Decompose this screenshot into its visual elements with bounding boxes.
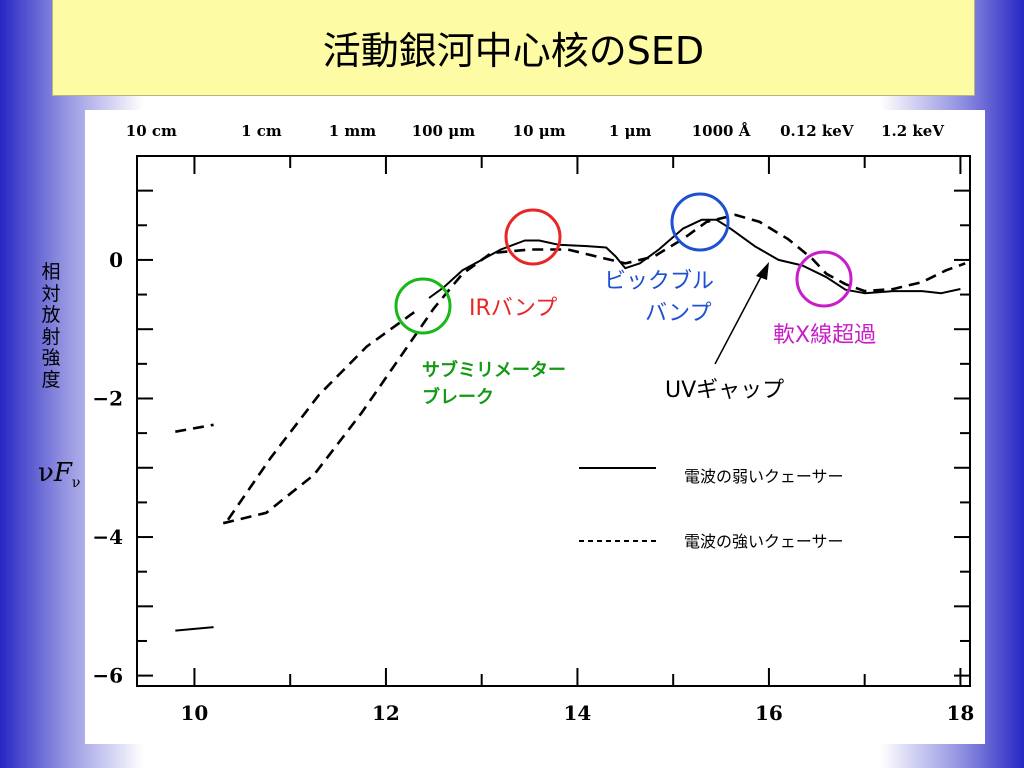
y-tick-label: −2 [92,386,123,410]
x-tick-label: 16 [755,701,783,725]
axes-layer: 10 12 14 16 18 0 −2 −4 −6 10 cm 1 cm 1 mm 100 μm 10 μ… [92,122,974,725]
submm-break-circle [394,277,452,335]
uv-gap-label: UVギャップ [665,378,784,403]
soft-xray-excess-label: 軟X線超過 [773,323,876,348]
series-layer [175,213,966,632]
top-axis-label: 10 cm [126,122,177,140]
plot-frame [136,155,971,687]
top-axis-label: 1 mm [329,122,377,140]
y-tick-label: −4 [92,525,123,549]
y-axis-symbol-subscript: ν [71,475,81,492]
radio-loud-quasar-line-2 [222,213,966,525]
legend-solid-label: 電波の弱いクェーサー [684,467,844,486]
legend-dashed-label: 電波の強いクェーサー [684,532,844,551]
x-tick-label: 18 [947,701,975,725]
radio-quiet-quasar-line-0 [175,626,214,632]
radio-quiet-quasar-line-1 [428,218,961,299]
top-axis-label: 100 μm [412,122,476,140]
submm-break-label-1: サブミリメーター [422,359,566,381]
radio-loud-quasar-line-1 [226,307,421,521]
y-axis-symbol-f: F [53,458,72,488]
y-axis-label-japanese: 相対放射強度 [41,261,61,391]
big-blue-bump-label-1: ビックブル [604,269,714,294]
ir-bump-circle [504,208,562,266]
top-axis-label: 0.12 keV [780,122,854,140]
soft-xray-excess-circle [795,250,853,308]
sed-chart: 10 12 14 16 18 0 −2 −4 −6 10 cm 1 cm 1 mm 100 μm 10 μ… [92,122,974,725]
uv-gap-arrow-line [714,272,764,365]
slide-title: 活動銀河中心核のSED [52,0,975,96]
y-axis-label-symbol: νFν [38,458,80,491]
big-blue-bump-circle [670,192,730,252]
top-axis-label: 1 μm [609,122,652,140]
annotations-layer: サブミリメーター ブレーク IRバンプ ビックブル バンプ 軟X線超過 UVギャ… [394,192,876,551]
ir-bump-label: IRバンプ [469,296,557,321]
top-axis-label: 1000 Å [692,122,751,140]
top-axis-label: 1.2 keV [881,122,944,140]
chart-panel: 10 12 14 16 18 0 −2 −4 −6 10 cm 1 cm 1 mm 100 μm 10 μ… [85,110,985,744]
uv-gap-arrow-head [756,262,769,280]
x-tick-label: 10 [181,701,209,725]
radio-loud-quasar-line-0 [175,423,214,433]
x-tick-label: 14 [564,701,592,725]
top-axis-label: 10 μm [513,122,566,140]
y-tick-label: 0 [109,248,123,272]
x-tick-label: 12 [372,701,400,725]
y-axis-symbol-nu: ν [38,458,54,488]
y-tick-label: −6 [92,664,123,688]
top-axis-label: 1 cm [241,122,282,140]
submm-break-label-2: ブレーク [422,386,494,408]
big-blue-bump-label-2: バンプ [645,301,711,326]
